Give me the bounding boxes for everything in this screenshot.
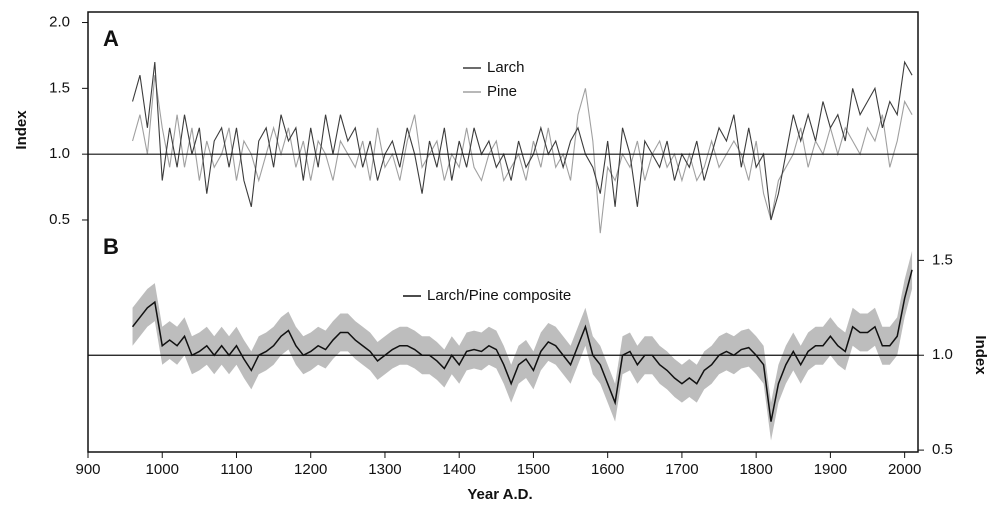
y-tick-label: 2.0 <box>49 13 70 30</box>
y-axis-label: Index <box>13 110 30 150</box>
x-tick-label: 1000 <box>146 461 179 478</box>
legend-label: Pine <box>487 83 517 100</box>
y-axis-label: Index <box>972 335 989 375</box>
series-line <box>131 269 913 422</box>
y2-tick-label: 1.0 <box>932 346 953 363</box>
y2-tick-label: 1.5 <box>932 251 953 268</box>
x-tick-label: 1500 <box>517 461 550 478</box>
error-band <box>132 250 913 441</box>
x-axis-label: Year A.D. <box>467 486 532 503</box>
series-line <box>132 60 913 221</box>
x-tick-label: 1300 <box>368 461 401 478</box>
legend-label: Larch <box>487 59 525 76</box>
x-tick-label: 1400 <box>443 461 476 478</box>
x-tick-label: 1100 <box>220 461 252 478</box>
y-tick-label: 1.0 <box>49 145 70 162</box>
x-tick-label: 1900 <box>814 461 847 478</box>
x-tick-label: 2000 <box>888 461 921 478</box>
x-tick-label: 1600 <box>591 461 624 478</box>
y-tick-label: 1.5 <box>49 79 70 96</box>
x-tick-label: 900 <box>75 461 100 478</box>
legend-label: Larch/Pine composite <box>427 287 571 304</box>
panel-label: A <box>103 26 119 51</box>
x-tick-label: 1700 <box>665 461 698 478</box>
plot-frame <box>87 11 919 453</box>
y2-tick-label: 0.5 <box>932 441 953 458</box>
panel-label: B <box>103 234 119 259</box>
x-tick-label: 1200 <box>294 461 327 478</box>
y-tick-label: 0.5 <box>49 211 70 228</box>
x-tick-label: 1800 <box>739 461 772 478</box>
